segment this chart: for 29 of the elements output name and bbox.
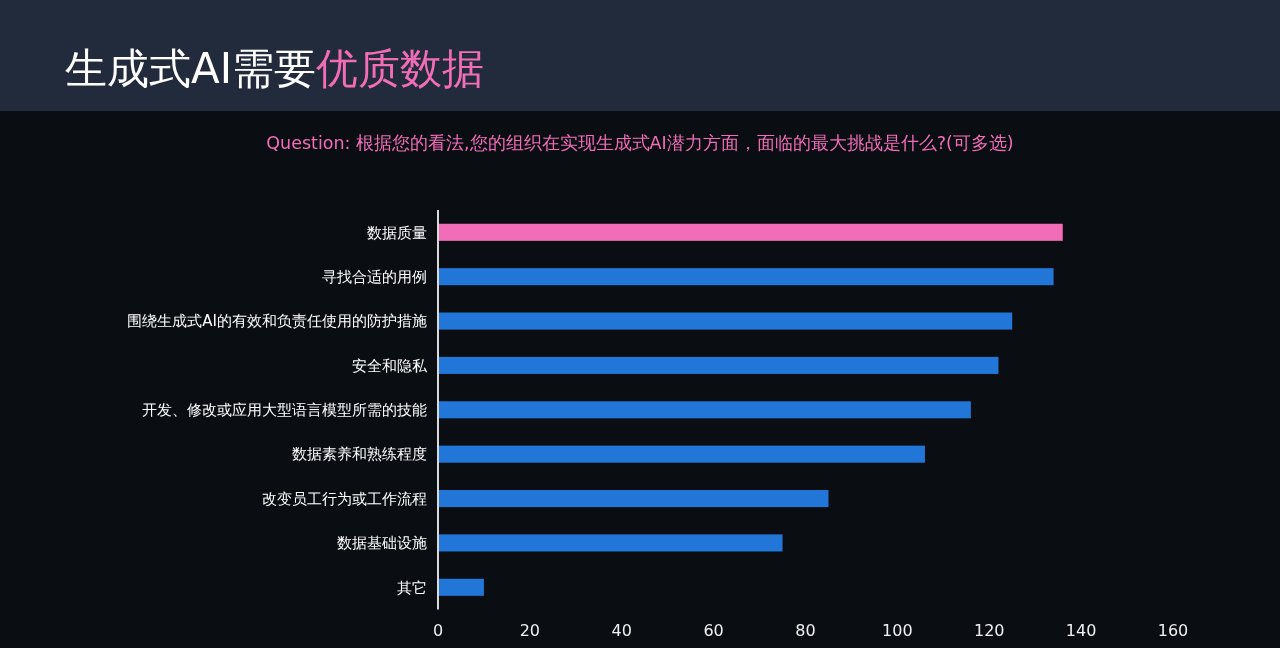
x-tick-label: 80 bbox=[795, 621, 816, 640]
x-tick-label: 40 bbox=[611, 621, 632, 640]
bar bbox=[438, 490, 829, 508]
bar bbox=[438, 401, 971, 419]
bar bbox=[438, 445, 925, 463]
x-tick-label: 120 bbox=[973, 621, 1005, 640]
x-tick-label: 20 bbox=[519, 621, 541, 640]
bar bbox=[438, 356, 999, 374]
chart-title: 生成式AI需要优质数据 bbox=[65, 44, 485, 93]
bar bbox=[438, 578, 484, 596]
bar bbox=[438, 534, 783, 552]
bar bbox=[438, 312, 1013, 330]
y-tick-label: 其它 bbox=[397, 578, 427, 597]
y-tick-label: 安全和隐私 bbox=[352, 356, 428, 375]
y-tick-label: 数据素养和熟练程度 bbox=[292, 445, 427, 464]
x-tick-label: 160 bbox=[1157, 621, 1189, 640]
y-tick-label: 数据基础设施 bbox=[337, 534, 427, 553]
y-tick-label: 寻找合适的用例 bbox=[322, 267, 427, 286]
y-tick-label: 改变员工行为或工作流程 bbox=[262, 489, 427, 508]
y-tick-label: 开发、修改或应用大型语言模型所需的技能 bbox=[142, 401, 427, 420]
chart-subtitle: Question: 根据您的看法,您的组织在实现生成式AI潜力方面，面临的最大挑战是什么?(可多选) bbox=[266, 133, 1014, 153]
x-tick-label: 60 bbox=[703, 621, 724, 640]
bar bbox=[438, 223, 1063, 241]
x-tick-label: 140 bbox=[1065, 621, 1097, 640]
y-tick-label: 围绕生成式AI的有效和负责任使用的防护措施 bbox=[127, 312, 427, 331]
x-tick-label: 0 bbox=[432, 621, 444, 640]
x-tick-label: 100 bbox=[882, 621, 913, 640]
bar bbox=[438, 268, 1054, 286]
y-tick-label: 数据质量 bbox=[367, 223, 427, 242]
